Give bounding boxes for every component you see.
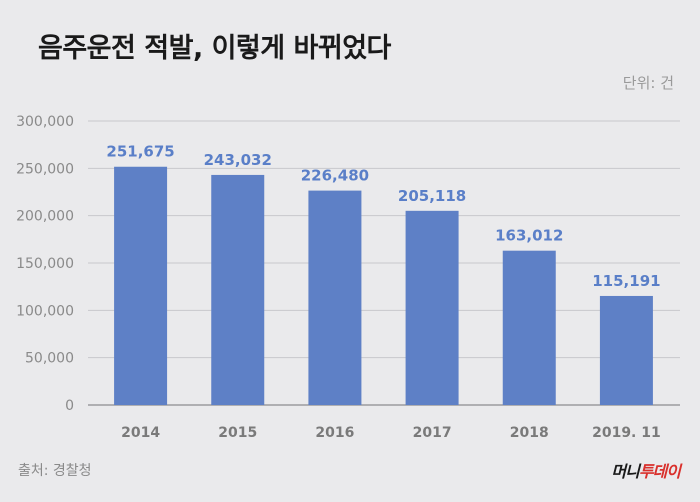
x-tick-label: 2016 [315, 425, 354, 441]
value-label: 115,191 [592, 272, 660, 290]
value-label: 251,675 [106, 143, 174, 161]
bar-201911 [599, 295, 653, 405]
y-tick-label: 200,000 [16, 209, 74, 225]
logo-accent-text: 투데이 [638, 462, 681, 481]
x-tick-label: 2017 [413, 425, 452, 441]
value-labels: 251,675 243,032 226,480 205,118 163,012 115,1… [106, 143, 660, 290]
value-label: 226,480 [301, 167, 369, 185]
bar-2017 [405, 210, 459, 405]
x-tick-label: 2014 [121, 425, 160, 441]
x-axis-labels: 2014 2015 2016 2017 2018 2019. 11 [121, 425, 661, 441]
chart-title: 음주운전 적발, 이렇게 바뀌었다 [38, 33, 391, 64]
unit-label: 단위: 건 [622, 74, 674, 92]
bar-2014 [114, 166, 168, 405]
y-axis-ticks: 0 50,000 100,000 150,000 200,000 250,000 300,0… [16, 114, 74, 414]
value-label: 163,012 [495, 227, 563, 245]
y-tick-label: 100,000 [16, 303, 74, 319]
logo-main-text: 머니 [611, 462, 639, 481]
y-tick-label: 250,000 [16, 161, 74, 177]
y-tick-label: 0 [65, 398, 74, 414]
bar-2015 [211, 174, 265, 405]
x-tick-label: 2019. 11 [592, 425, 661, 441]
bar-2016 [308, 190, 362, 405]
y-tick-label: 300,000 [16, 114, 74, 130]
publisher-logo: 머니투데이 [611, 458, 681, 482]
bars [114, 166, 653, 405]
value-label: 243,032 [204, 151, 272, 169]
x-tick-label: 2015 [218, 425, 257, 441]
source-note: 출처: 경찰청 [18, 463, 92, 479]
x-tick-label: 2018 [510, 425, 549, 441]
bar-2018 [502, 250, 556, 405]
y-tick-label: 50,000 [25, 351, 74, 367]
value-label: 205,118 [398, 187, 466, 205]
gridlines [88, 120, 680, 406]
y-tick-label: 150,000 [16, 256, 74, 272]
